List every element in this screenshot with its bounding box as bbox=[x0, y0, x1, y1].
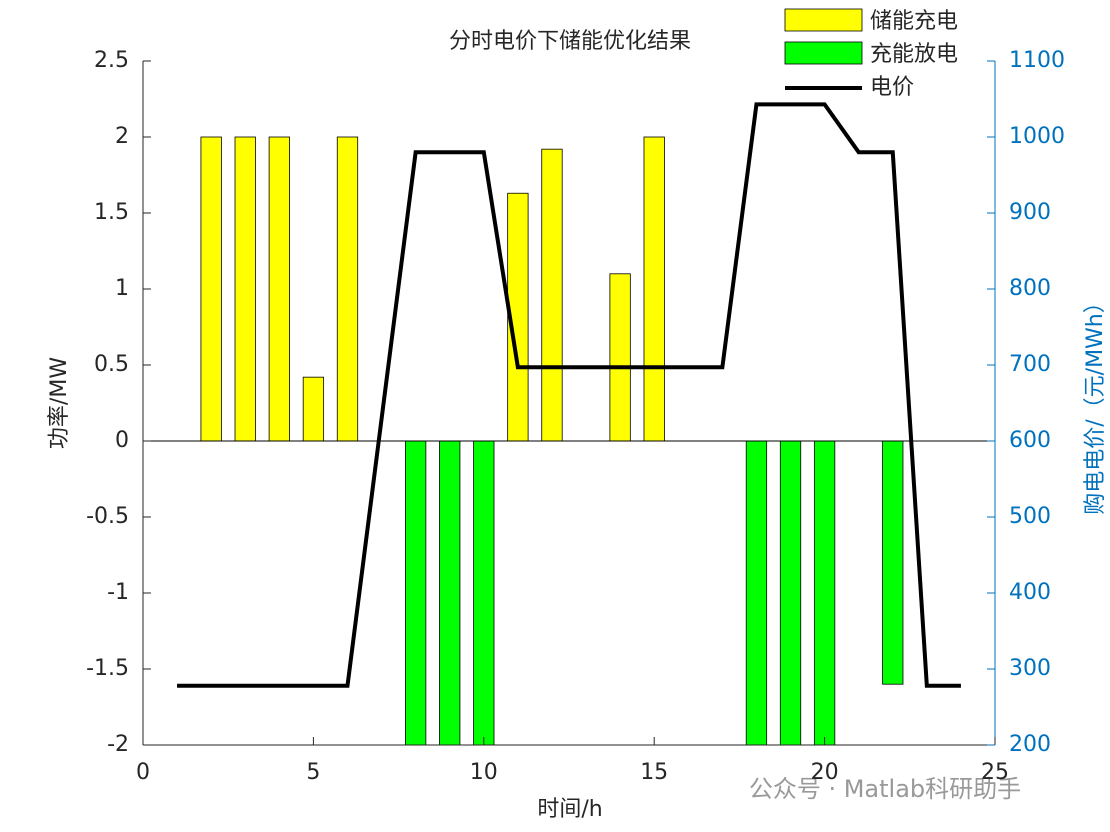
bar bbox=[473, 440, 495, 746]
y2-tick-label: 200 bbox=[1009, 732, 1051, 757]
y-tick-label: 0 bbox=[115, 428, 129, 453]
bar bbox=[643, 136, 665, 442]
bar bbox=[745, 440, 768, 746]
y2-tick-label: 400 bbox=[1009, 580, 1051, 605]
y-tick-label: -1 bbox=[107, 580, 129, 605]
x-tick-label: 20 bbox=[811, 760, 839, 785]
x-tick-label: 0 bbox=[136, 760, 150, 785]
y2-axis-label: 购电电价/（元/MWh） bbox=[1083, 291, 1108, 515]
legend-label: 电价 bbox=[870, 75, 914, 100]
y2-tick-label: 900 bbox=[1009, 200, 1051, 225]
y2-tick-label: 800 bbox=[1009, 276, 1051, 301]
bar bbox=[302, 376, 325, 442]
y2-tick-label: 300 bbox=[1009, 656, 1051, 681]
legend-swatch bbox=[784, 41, 863, 65]
bar bbox=[813, 440, 836, 746]
y2-tick-label: 600 bbox=[1009, 428, 1051, 453]
y2-tick-label: 700 bbox=[1009, 352, 1051, 377]
y-tick-label: -2 bbox=[107, 732, 129, 757]
bar bbox=[336, 136, 359, 442]
x-tick-label: 25 bbox=[981, 760, 1009, 785]
bar bbox=[609, 273, 631, 442]
y-tick-label: -1.5 bbox=[86, 656, 129, 681]
bar bbox=[779, 440, 802, 746]
bar bbox=[439, 440, 461, 746]
price-line bbox=[177, 102, 961, 688]
y-axis-label: 功率/MW bbox=[47, 357, 72, 449]
x-tick-label: 10 bbox=[470, 760, 498, 785]
bar bbox=[541, 148, 563, 442]
legend-swatch bbox=[784, 8, 863, 32]
watermark: 公众号 · Matlab科研助手 bbox=[749, 775, 1021, 803]
y-tick-label: 2.5 bbox=[94, 48, 129, 73]
bar bbox=[200, 136, 222, 442]
x-axis-label: 时间/h bbox=[537, 797, 602, 822]
y2-tick-label: 1100 bbox=[1009, 48, 1065, 73]
y-tick-label: 1 bbox=[115, 276, 129, 301]
legend-label: 充能放电 bbox=[870, 42, 958, 67]
y2-tick-label: 1000 bbox=[1009, 124, 1065, 149]
bar bbox=[268, 136, 290, 442]
bar bbox=[882, 440, 904, 685]
y2-tick-label: 500 bbox=[1009, 504, 1051, 529]
x-tick-label: 5 bbox=[306, 760, 320, 785]
y-tick-label: -0.5 bbox=[86, 504, 129, 529]
chart-title: 分时电价下储能优化结果 bbox=[449, 29, 691, 54]
legend-label: 储能充电 bbox=[870, 9, 958, 34]
y-tick-label: 0.5 bbox=[94, 352, 129, 377]
y-tick-label: 1.5 bbox=[94, 200, 129, 225]
y-tick-label: 2 bbox=[115, 124, 129, 149]
bar bbox=[405, 440, 427, 746]
x-tick-label: 15 bbox=[640, 760, 668, 785]
bar bbox=[234, 136, 256, 442]
